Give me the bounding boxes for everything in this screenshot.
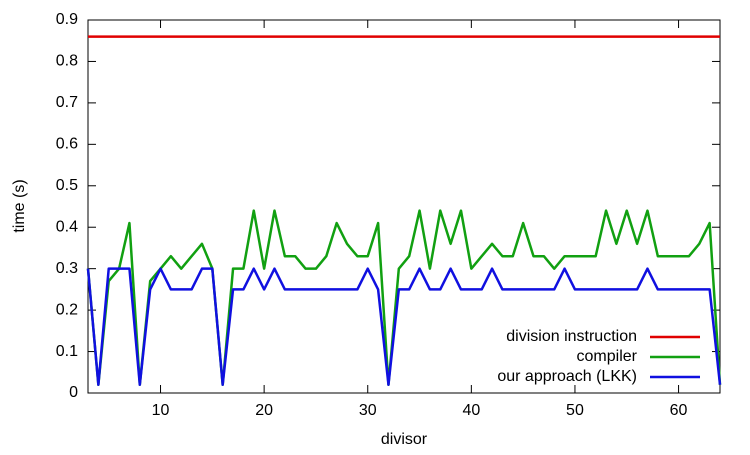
legend-label: our approach (LKK) (497, 368, 637, 385)
y-tick-label: 0.2 (56, 301, 78, 318)
y-tick-label: 0 (69, 384, 78, 401)
x-tick-label: 30 (359, 402, 377, 419)
x-tick-label: 50 (566, 402, 584, 419)
y-tick-label: 0.8 (56, 53, 78, 70)
plot-frame (87, 19, 721, 394)
legend-label: division instruction (506, 328, 637, 345)
y-tick-label: 0.5 (56, 177, 78, 194)
y-tick-label: 0.7 (56, 94, 78, 111)
y-tick-label: 0.6 (56, 136, 78, 153)
y-tick-label: 0.3 (56, 260, 78, 277)
legend-label: compiler (577, 348, 638, 365)
y-axis-label: time (s) (11, 179, 28, 232)
series-line (86, 267, 722, 386)
y-tick-label: 0.9 (56, 11, 78, 28)
y-tick-label: 0.1 (56, 343, 78, 360)
x-tick-label: 20 (255, 402, 273, 419)
x-tick-label: 10 (152, 402, 170, 419)
x-axis-label: divisor (381, 431, 428, 448)
series-line (86, 209, 722, 386)
y-tick-label: 0.4 (56, 218, 78, 235)
x-tick-label: 60 (670, 402, 688, 419)
x-tick-label: 40 (462, 402, 480, 419)
